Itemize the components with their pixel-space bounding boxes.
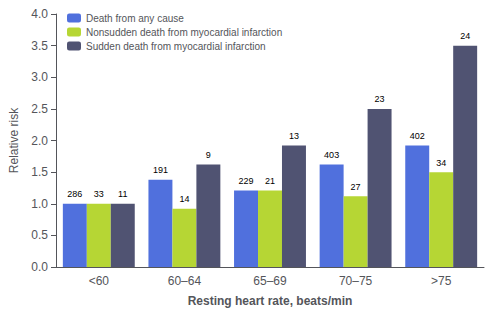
svg-text:23: 23 bbox=[375, 94, 385, 104]
svg-text:11: 11 bbox=[118, 189, 127, 199]
svg-text:14: 14 bbox=[179, 194, 189, 204]
svg-text:Resting heart rate, beats/min: Resting heart rate, beats/min bbox=[188, 294, 353, 308]
svg-text:65–69: 65–69 bbox=[253, 274, 287, 288]
svg-text:60–64: 60–64 bbox=[168, 274, 202, 288]
svg-text:27: 27 bbox=[351, 182, 361, 192]
svg-text:Death from any cause: Death from any cause bbox=[86, 13, 184, 24]
svg-text:402: 402 bbox=[410, 131, 425, 141]
svg-text:13: 13 bbox=[289, 131, 299, 141]
svg-text:9: 9 bbox=[206, 150, 211, 160]
svg-text:Relative risk: Relative risk bbox=[7, 107, 21, 173]
svg-text:1.5: 1.5 bbox=[31, 165, 48, 179]
svg-text:Sudden death from myocardial i: Sudden death from myocardial infarction bbox=[86, 41, 266, 52]
svg-text:4.0: 4.0 bbox=[31, 7, 48, 21]
svg-text:<60: <60 bbox=[89, 274, 110, 288]
svg-text:>75: >75 bbox=[431, 274, 452, 288]
svg-text:Nonsudden death from myocardia: Nonsudden death from myocardial infarcti… bbox=[86, 27, 282, 38]
svg-text:0.5: 0.5 bbox=[31, 228, 48, 242]
svg-text:0.0: 0.0 bbox=[31, 260, 48, 274]
svg-text:2.5: 2.5 bbox=[31, 102, 48, 116]
svg-text:3.0: 3.0 bbox=[31, 70, 48, 84]
svg-text:191: 191 bbox=[153, 165, 168, 175]
svg-text:403: 403 bbox=[324, 150, 339, 160]
svg-text:34: 34 bbox=[436, 158, 446, 168]
svg-text:229: 229 bbox=[239, 176, 254, 186]
svg-text:70–75: 70–75 bbox=[339, 274, 373, 288]
svg-text:1.0: 1.0 bbox=[31, 197, 48, 211]
svg-text:2.0: 2.0 bbox=[31, 134, 48, 148]
svg-text:286: 286 bbox=[67, 189, 82, 199]
svg-text:3.5: 3.5 bbox=[31, 39, 48, 53]
svg-text:33: 33 bbox=[94, 189, 104, 199]
svg-text:24: 24 bbox=[460, 31, 470, 41]
svg-text:21: 21 bbox=[265, 176, 275, 186]
